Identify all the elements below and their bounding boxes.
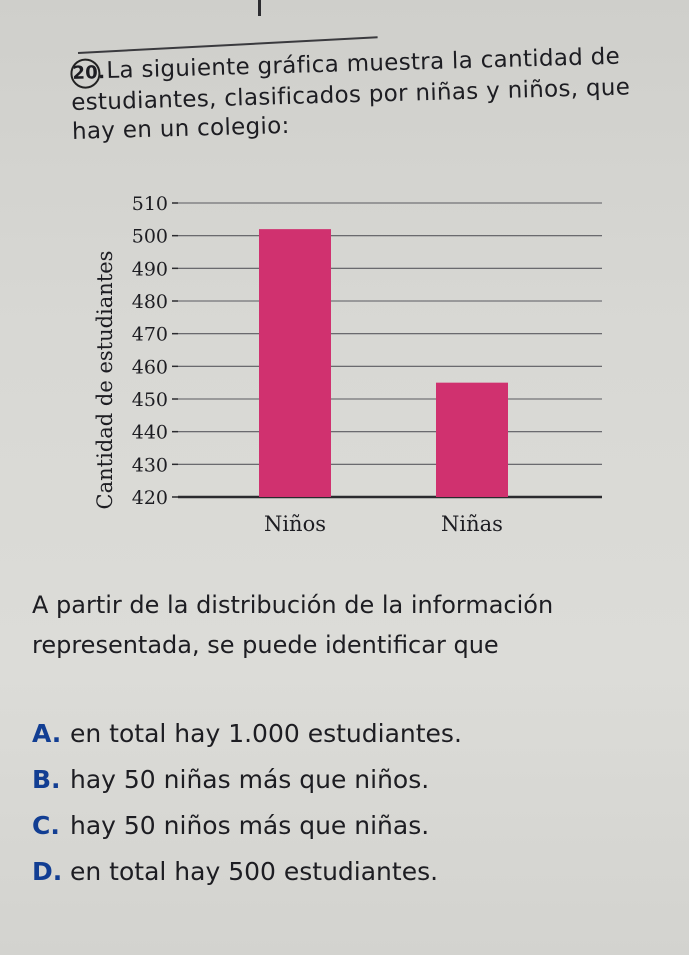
option-text: hay 50 niños más que niñas. <box>70 810 430 840</box>
bar-chart-svg: 420 430 440 450 460 470 480 490 500 510 Niños Niña… <box>93 193 602 536</box>
bars <box>259 229 508 497</box>
question-number: 20. <box>70 58 106 89</box>
option-a[interactable]: A. en total hay 1.000 estudiantes. <box>32 710 672 756</box>
option-text: en total hay 1.000 estudiantes. <box>70 718 462 748</box>
option-c[interactable]: C. hay 50 niños más que niñas. <box>32 802 672 848</box>
option-letter: B. <box>32 764 61 794</box>
y-tick-label: 510 <box>132 193 168 215</box>
y-tick-label: 430 <box>132 454 168 476</box>
question-text: La siguiente gráfica muestra la cantidad… <box>70 43 631 145</box>
y-ticks: 420 430 440 450 460 470 480 490 500 510 <box>132 193 178 509</box>
y-tick-label: 500 <box>132 226 168 248</box>
option-letter: D. <box>32 856 63 886</box>
x-tick-label: Niños <box>264 512 326 536</box>
y-tick-label: 460 <box>132 356 168 378</box>
question-statement: 20.La siguiente gráfica muestra la canti… <box>70 41 672 147</box>
prompt-text: A partir de la distribución de la inform… <box>32 591 554 659</box>
y-axis-title: Cantidad de estudiantes <box>93 251 117 510</box>
x-tick-label: Niñas <box>441 512 503 536</box>
option-text: hay 50 niñas más que niños. <box>70 764 430 794</box>
bar-ninas <box>436 382 508 497</box>
option-b[interactable]: B. hay 50 niñas más que niños. <box>32 756 672 802</box>
gridlines <box>178 202 602 499</box>
option-text: en total hay 500 estudiantes. <box>70 856 439 886</box>
option-d[interactable]: D. en total hay 500 estudiantes. <box>32 848 672 894</box>
y-tick-label: 440 <box>132 422 168 444</box>
y-tick-label: 470 <box>132 324 168 346</box>
option-letter: A. <box>32 718 62 748</box>
answer-options: A. en total hay 1.000 estudiantes. B. ha… <box>32 710 672 894</box>
y-tick-label: 490 <box>132 258 168 280</box>
x-tick-labels: Niños Niñas <box>264 512 503 536</box>
bar-chart: 420 430 440 450 460 470 480 490 500 510 Niños Niña… <box>90 175 610 555</box>
margin-tick <box>258 0 261 16</box>
y-tick-label: 480 <box>132 291 168 313</box>
bar-ninos <box>259 229 331 497</box>
option-letter: C. <box>32 810 60 840</box>
y-tick-label: 420 <box>132 487 168 509</box>
y-tick-label: 450 <box>132 389 168 411</box>
